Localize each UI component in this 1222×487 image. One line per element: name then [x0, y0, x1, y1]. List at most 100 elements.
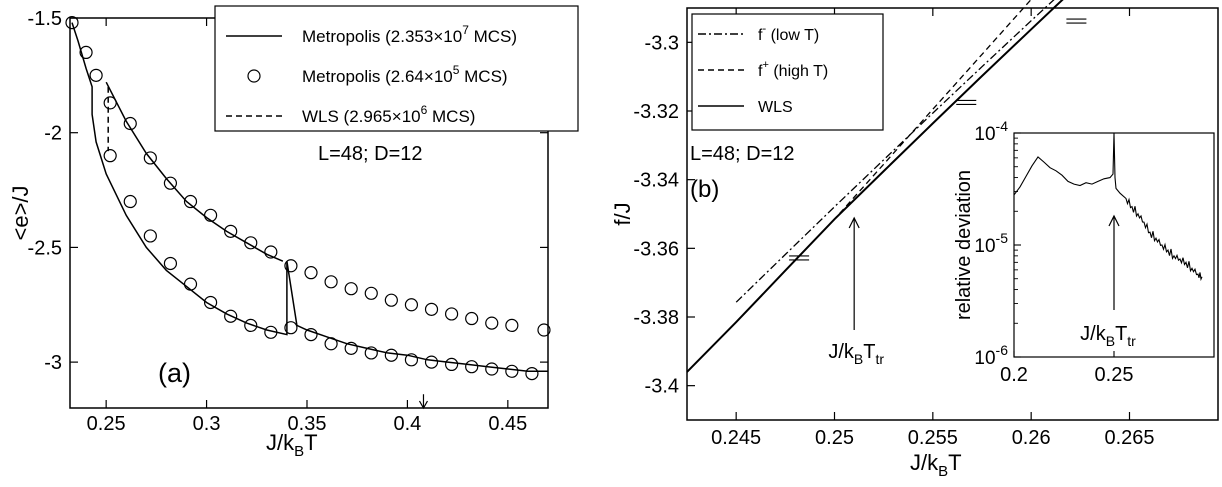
- data-point: [183, 194, 198, 209]
- panel-a-xlabel: J/kBT: [266, 430, 318, 460]
- panel-b-legend: f- (low T) f+ (high T) WLS: [691, 13, 884, 131]
- panel-a-arrow: [418, 394, 428, 410]
- inset-series: [1013, 132, 1203, 282]
- data-point: [384, 348, 398, 362]
- data-point: [224, 224, 238, 238]
- panel-b-label: (b): [690, 176, 719, 203]
- x-tick-label: 0.245: [711, 427, 761, 449]
- data-point: [344, 341, 358, 355]
- data-point: [264, 325, 278, 339]
- x-tick-label: 0.25: [87, 413, 126, 435]
- panel-a-annotation: L=48; D=12: [318, 143, 423, 165]
- panel-b-series: [686, 0, 1087, 373]
- panel-a-legend-box: [214, 5, 579, 132]
- y-tick-label: -3.36: [633, 238, 679, 260]
- data-point: [324, 275, 338, 289]
- data-point: [537, 323, 551, 337]
- panel-a-legend: Metropolis (2.353×107 MCS) Metropolis (2.…: [214, 5, 579, 132]
- y-tick-label: -3: [44, 352, 62, 374]
- data-point: [384, 293, 398, 307]
- data-point: [444, 307, 459, 321]
- panel-b-frame: [686, 7, 1219, 421]
- y-tick-label: -3.38: [633, 307, 679, 329]
- x-tick-label: 0.25: [815, 427, 854, 449]
- panel-a-ylabel: <e>/J: [8, 185, 33, 240]
- x-tick-label: 0.3: [193, 413, 221, 435]
- arrow-head: [418, 400, 428, 410]
- arrow-head: [848, 216, 860, 229]
- series-line-solid: [71, 22, 548, 373]
- data-point: [505, 318, 519, 333]
- x-tick-label: 0.4: [394, 413, 422, 435]
- data-point: [143, 151, 157, 165]
- data-point: [465, 360, 479, 374]
- data-point: [324, 337, 338, 351]
- x-tick-label: 0.26: [1012, 427, 1051, 449]
- data-point: [424, 302, 439, 316]
- series-line-dashdot: [735, 0, 1055, 303]
- legend-label: WLS (2.965×106 MCS): [302, 103, 475, 126]
- y-tick-label: -3.3: [645, 32, 679, 54]
- data-point: [304, 327, 318, 342]
- inset-arrow-head: [1108, 214, 1120, 227]
- data-point: [404, 353, 419, 367]
- panel-a-series: [65, 15, 551, 381]
- data-point: [244, 318, 258, 333]
- data-point: [284, 321, 298, 335]
- data-point: [103, 96, 117, 110]
- data-point: [163, 176, 178, 190]
- inset-series-line: [1013, 132, 1203, 282]
- x-tick-label: 0.35: [288, 413, 327, 435]
- panel-b-legend-box: [691, 13, 884, 131]
- panel-b-ticks: 0.245 0.25 0.255 0.26 0.265 -3.4 -3.38 -3.36 -3.…: [633, 8, 1155, 449]
- data-point: [505, 364, 519, 378]
- data-point: [424, 355, 439, 369]
- data-point: [444, 357, 459, 372]
- data-point: [485, 316, 499, 330]
- panel-a-ticks: 0.25 0.3 0.35 0.4 0.45 -3 -2.5 -2 -1.5: [28, 8, 548, 435]
- panel-a-label: (a): [158, 358, 191, 388]
- y-tick-label: -2: [44, 123, 62, 145]
- legend-marker-circle: [247, 69, 261, 83]
- data-point: [224, 309, 238, 323]
- panel-b-annotation: L=48; D=12: [690, 143, 795, 165]
- inset-x-tick-label: 0.25: [1095, 364, 1134, 386]
- arrow-label: J/kBTtr: [828, 341, 884, 367]
- data-point: [203, 208, 218, 222]
- x-tick-label: 0.45: [488, 413, 527, 435]
- data-point: [203, 295, 218, 310]
- data-point: [65, 15, 79, 30]
- legend-label: WLS: [758, 99, 793, 116]
- y-tick-label: -2.5: [28, 237, 62, 259]
- panel-a: 0.25 0.3 0.35 0.4 0.45 -3 -2.5 -2 -1.5 (a) L=48;…: [8, 5, 579, 460]
- y-tick-label: -3.4: [645, 376, 679, 398]
- data-point: [525, 366, 539, 381]
- data-point: [103, 149, 117, 163]
- panel-b-xlabel: J/kBT: [910, 450, 962, 480]
- data-point: [123, 194, 137, 209]
- series-line-solid: [105, 81, 284, 262]
- data-point: [485, 362, 499, 376]
- inset-background: [954, 128, 1214, 357]
- y-tick-label: -3.34: [633, 170, 679, 192]
- panel-b-ylabel: f/J: [610, 202, 635, 225]
- legend-label: f+ (high T): [758, 59, 828, 80]
- data-point: [404, 298, 419, 312]
- data-point: [344, 282, 358, 296]
- data-point: [143, 229, 157, 243]
- data-point: [264, 245, 278, 259]
- data-point: [79, 45, 93, 60]
- inset-x-tick-label: 0.2: [1000, 364, 1028, 386]
- panel-b-transition-arrow: J/kBTtr: [828, 216, 884, 367]
- y-tick-label: -3.32: [633, 101, 679, 123]
- panel-b: 0.245 0.25 0.255 0.26 0.265 -3.4 -3.38 -3.36 -3.…: [610, 0, 1219, 480]
- data-point: [244, 236, 258, 250]
- legend-label: Metropolis (2.353×107 MCS): [302, 23, 517, 46]
- legend-label: f- (low T): [758, 23, 819, 44]
- data-point: [89, 68, 103, 82]
- data-point: [364, 286, 378, 300]
- data-point: [123, 116, 137, 131]
- data-point: [304, 266, 318, 280]
- data-point: [183, 277, 198, 291]
